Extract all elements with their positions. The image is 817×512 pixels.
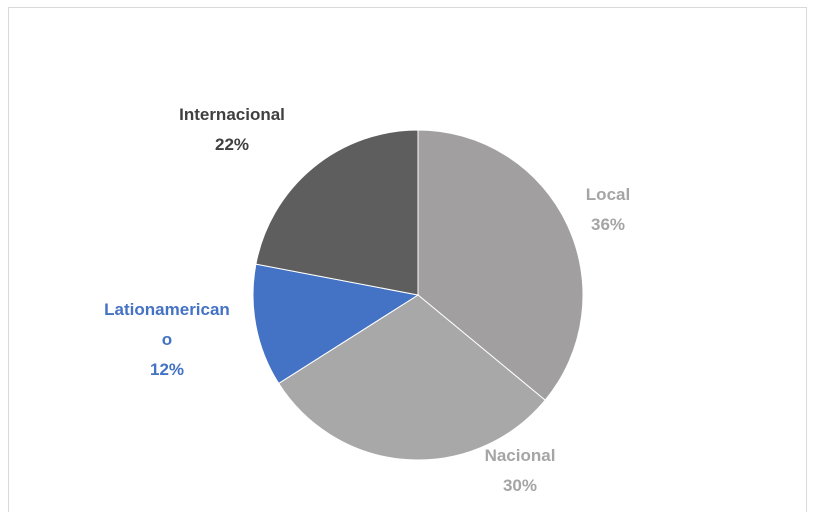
slice-label: Local 36% [586,180,630,240]
pie-slice [252,263,420,385]
slice-label: Internacional 22% [179,100,285,160]
slice-label: Nacional 30% [485,441,556,501]
category-label: Internacional [179,105,285,124]
value-label: 22% [214,135,250,154]
value-label: 30% [502,476,538,495]
chart-frame [8,7,807,512]
category-label: Local [585,185,631,204]
pie-slice [277,294,546,461]
value-label: 12% [149,360,185,379]
category-label: Nacional [484,446,556,465]
category-label: Lationamericano [104,300,230,349]
value-label: 36% [590,215,626,234]
pie-slice [417,129,584,401]
slice-label: Lationamericano 12% [103,295,231,385]
pie-slice [255,129,419,296]
